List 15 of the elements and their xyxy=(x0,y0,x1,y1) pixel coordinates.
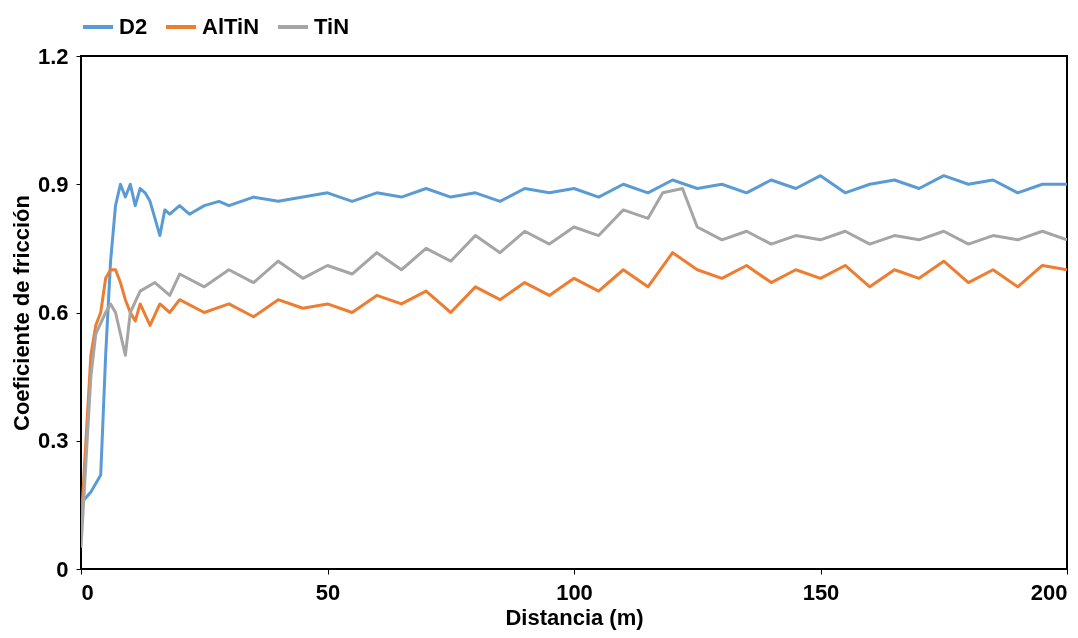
x-axis-title: Distancia (m) xyxy=(505,604,644,630)
x-tick-label: 100 xyxy=(556,579,593,605)
y-tick-label: 1.2 xyxy=(37,43,69,69)
legend-label: D2 xyxy=(119,14,148,39)
legend-label: TiN xyxy=(314,14,350,39)
y-tick-label: 0.6 xyxy=(37,300,69,325)
legend-label: AlTiN xyxy=(202,14,260,39)
x-tick-label: 0 xyxy=(81,579,94,605)
y-tick-label: 0.9 xyxy=(37,171,69,197)
x-tick-label: 50 xyxy=(315,579,341,605)
x-tick-label: 200 xyxy=(1030,579,1068,605)
y-axis-title: Coeficiente de fricción xyxy=(8,195,34,431)
y-tick-label: 0.3 xyxy=(37,428,69,454)
y-tick-label: 0 xyxy=(56,556,69,582)
x-tick-label: 150 xyxy=(802,579,840,605)
